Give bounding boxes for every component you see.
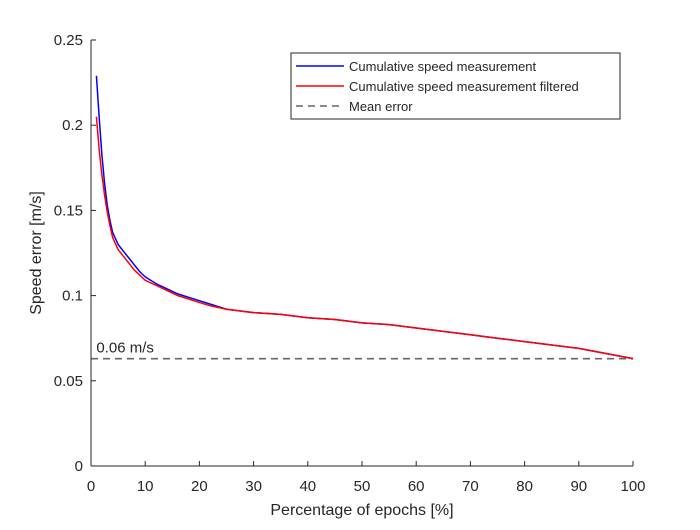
y-axis-label: Speed error [m/s] bbox=[28, 191, 45, 315]
legend: Cumulative speed measurement Cumulative s… bbox=[290, 52, 621, 120]
x-tick-label: 70 bbox=[462, 478, 479, 495]
y-tick-label: 0.1 bbox=[62, 288, 83, 305]
annotation-layer: 0.06 m/s bbox=[96, 340, 154, 357]
y-tick-label: 0.05 bbox=[54, 373, 83, 390]
x-tick-label: 60 bbox=[408, 478, 425, 495]
y-tick-label: 0.25 bbox=[54, 32, 83, 49]
x-tick-label: 80 bbox=[516, 478, 533, 495]
series-line-1 bbox=[95, 116, 634, 360]
x-tick-label: 90 bbox=[570, 478, 587, 495]
x-tick-label: 40 bbox=[299, 478, 316, 495]
legend-box bbox=[290, 52, 621, 120]
x-axis-label: Percentage of epochs [%] bbox=[270, 502, 453, 519]
x-tick-label: 10 bbox=[137, 478, 154, 495]
series-layer bbox=[91, 75, 634, 360]
y-tick-label: 0 bbox=[75, 458, 83, 475]
x-tick-label: 30 bbox=[245, 478, 262, 495]
y-tick-label: 0.2 bbox=[62, 117, 83, 134]
legend-entry-2: Mean error bbox=[349, 99, 413, 114]
y-tick-label: 0.15 bbox=[54, 202, 83, 219]
legend-entry-0: Cumulative speed measurement bbox=[349, 59, 537, 74]
x-tick-label: 100 bbox=[620, 478, 645, 495]
x-tick-label: 50 bbox=[354, 478, 371, 495]
legend-entry-1: Cumulative speed measurement filtered bbox=[349, 79, 579, 94]
x-tick-label: 0 bbox=[87, 478, 95, 495]
ticks-layer: 0 10 20 30 40 50 60 70 80 90 100 0 0.05 0.1 0.15 0.2 0.2… bbox=[54, 32, 646, 495]
x-tick-label: 20 bbox=[191, 478, 208, 495]
annotation-label: 0.06 m/s bbox=[96, 340, 154, 357]
